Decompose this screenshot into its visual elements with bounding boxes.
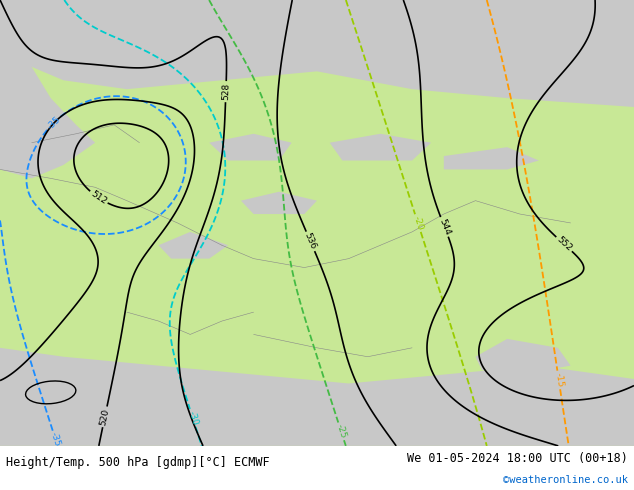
Polygon shape	[330, 134, 431, 161]
Text: ©weatheronline.co.uk: ©weatheronline.co.uk	[503, 475, 628, 485]
Text: -25: -25	[335, 423, 347, 440]
Text: -20: -20	[411, 215, 424, 231]
Text: -15: -15	[553, 372, 564, 388]
Polygon shape	[444, 147, 539, 170]
Polygon shape	[0, 0, 95, 178]
Polygon shape	[476, 339, 571, 374]
Polygon shape	[241, 192, 317, 214]
Text: We 01-05-2024 18:00 UTC (00+18): We 01-05-2024 18:00 UTC (00+18)	[407, 452, 628, 465]
Polygon shape	[0, 348, 634, 446]
Polygon shape	[209, 134, 292, 161]
Polygon shape	[158, 232, 228, 259]
Text: -30: -30	[186, 410, 199, 426]
Text: 520: 520	[99, 408, 111, 426]
Text: 552: 552	[555, 235, 573, 253]
Text: 528: 528	[221, 83, 231, 100]
Text: 544: 544	[437, 217, 451, 236]
Polygon shape	[0, 0, 634, 107]
Text: -35: -35	[49, 431, 62, 448]
Text: Height/Temp. 500 hPa [gdmp][°C] ECMWF: Height/Temp. 500 hPa [gdmp][°C] ECMWF	[6, 456, 270, 469]
Text: 536: 536	[303, 232, 318, 251]
Text: 512: 512	[89, 189, 108, 206]
Text: -35: -35	[45, 115, 62, 131]
